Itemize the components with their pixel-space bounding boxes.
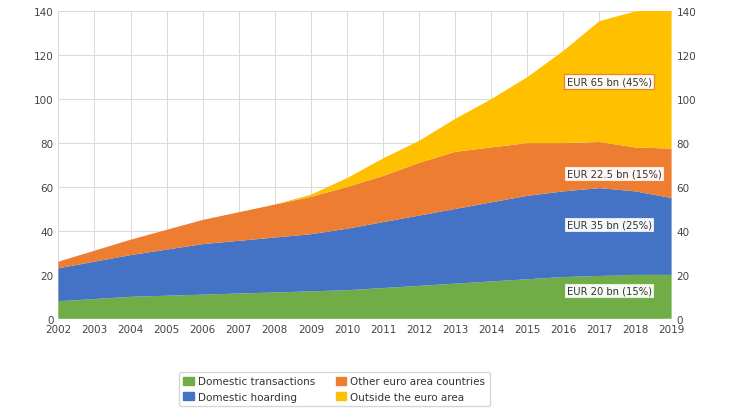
Legend: Domestic transactions, Domestic hoarding, Other euro area countries, Outside the: Domestic transactions, Domestic hoarding… — [179, 372, 490, 406]
Text: EUR 65 bn (45%): EUR 65 bn (45%) — [567, 77, 652, 88]
Text: EUR 35 bn (25%): EUR 35 bn (25%) — [567, 220, 652, 230]
Text: EUR 20 bn (15%): EUR 20 bn (15%) — [567, 285, 652, 296]
Text: EUR 22.5 bn (15%): EUR 22.5 bn (15%) — [567, 169, 662, 180]
